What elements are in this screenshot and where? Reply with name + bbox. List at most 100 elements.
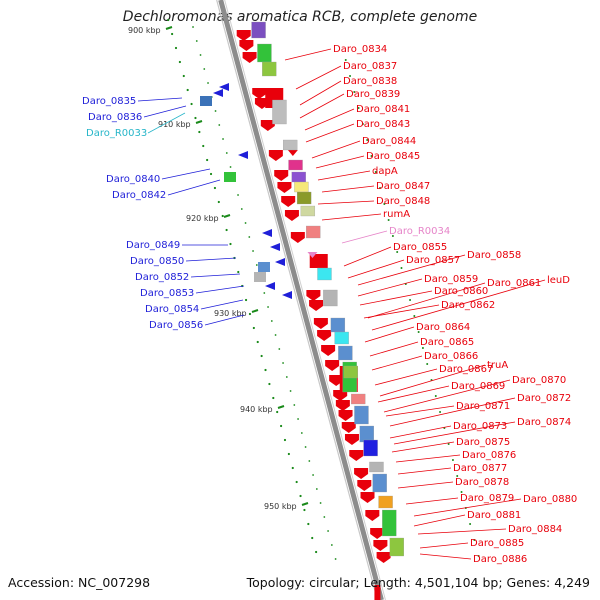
tick-dot xyxy=(344,59,347,61)
tick-dot xyxy=(229,242,232,246)
tick-dot xyxy=(319,502,322,504)
label-leader xyxy=(359,290,433,306)
gene-block xyxy=(317,267,332,281)
label-leader xyxy=(393,421,516,445)
tick-dot xyxy=(186,88,189,92)
tick-dot xyxy=(171,32,174,36)
label-leader xyxy=(397,467,452,475)
tick-dot xyxy=(285,376,288,378)
tick-dot xyxy=(379,187,382,189)
label-leader xyxy=(389,397,516,427)
label-leader xyxy=(395,454,461,463)
forward-gene-arrow xyxy=(239,40,254,51)
gene-block xyxy=(369,461,384,473)
scale-label: 920 kbp xyxy=(186,214,219,223)
forward-gene-arrow xyxy=(360,492,375,503)
label-leader xyxy=(341,230,388,244)
tick-dot xyxy=(439,411,442,413)
label-leader xyxy=(321,213,382,221)
gene-label-left: Daro_0842 xyxy=(112,190,166,201)
tick-dot xyxy=(178,60,181,64)
tick-dot xyxy=(357,107,360,109)
gene-label-right: Daro_0845 xyxy=(366,151,420,162)
tick-dot xyxy=(426,363,429,365)
backbone-edge xyxy=(216,0,379,600)
gene-block xyxy=(300,205,316,217)
scale-tick xyxy=(301,502,309,506)
tick-dot xyxy=(192,26,194,28)
tick-dot xyxy=(366,139,369,141)
gene-block xyxy=(283,139,298,151)
forward-gene-block xyxy=(309,254,328,268)
tick-dot xyxy=(370,155,373,157)
gene-label-right: dapA xyxy=(372,166,398,177)
tick-dot xyxy=(303,508,306,512)
tick-dot xyxy=(229,166,232,168)
gene-label-right: Daro_0841 xyxy=(356,104,410,115)
gene-label-right: truA xyxy=(487,360,508,371)
gene-label-right: Daro_0859 xyxy=(424,274,478,285)
tick-dot xyxy=(334,558,337,560)
tick-dot xyxy=(244,222,247,224)
label-leader xyxy=(195,285,245,294)
gene-label-right: rumA xyxy=(383,209,410,220)
tick-dot xyxy=(477,555,480,557)
gene-label-right: leuD xyxy=(547,275,570,286)
label-leader xyxy=(317,200,375,205)
tick-dot xyxy=(248,236,251,238)
gene-label-right: Daro_0873 xyxy=(453,421,507,432)
label-leader xyxy=(284,48,332,61)
rna-feature xyxy=(307,252,318,258)
gene-label-right: Daro_0880 xyxy=(523,494,577,505)
label-leader xyxy=(357,278,423,297)
gene-block xyxy=(372,473,387,493)
label-leader xyxy=(417,528,507,535)
forward-gene-arrow xyxy=(321,345,336,356)
label-leader xyxy=(315,155,365,169)
forward-gene-arrow xyxy=(274,170,289,181)
label-leader xyxy=(369,341,419,357)
forward-gene-arrow xyxy=(329,375,344,386)
label-leader xyxy=(167,179,221,196)
reverse-gene-block xyxy=(224,172,236,182)
tick-dot xyxy=(182,74,185,78)
tick-dot xyxy=(279,424,283,428)
gene-label-right: Daro_0838 xyxy=(343,76,397,87)
tick-dot xyxy=(409,299,412,301)
label-leader xyxy=(304,108,355,131)
gene-block xyxy=(354,405,369,425)
tick-dot xyxy=(199,54,202,56)
gene-block xyxy=(272,99,287,125)
gene-block xyxy=(257,43,272,63)
label-leader xyxy=(379,364,486,397)
reverse-gene-arrow xyxy=(282,291,292,299)
tick-dot xyxy=(272,396,275,400)
tick-dot xyxy=(349,75,352,77)
forward-gene-arrow xyxy=(357,480,372,491)
backbone-end-mark xyxy=(374,585,381,600)
tick-dot xyxy=(434,395,437,397)
gene-label-left: Daro_0854 xyxy=(145,304,199,315)
label-leader xyxy=(204,314,245,326)
gene-block xyxy=(291,171,306,183)
label-leader xyxy=(190,273,241,278)
tick-dot xyxy=(287,452,290,456)
tick-dot xyxy=(203,68,206,70)
label-leader xyxy=(389,425,452,439)
reverse-gene-arrow xyxy=(275,258,285,266)
gene-block xyxy=(382,509,397,537)
tick-dot xyxy=(304,446,307,448)
label-leader xyxy=(343,246,392,267)
tick-dot xyxy=(263,292,266,294)
tick-dot xyxy=(252,250,254,252)
tick-dot xyxy=(451,459,454,461)
reverse-gene-arrow xyxy=(262,229,272,237)
label-leader xyxy=(305,123,355,143)
tick-dot xyxy=(353,91,356,93)
label-leader xyxy=(385,405,455,417)
tick-dot xyxy=(311,536,314,540)
scale-label: 940 kbp xyxy=(240,405,273,414)
map-title: Dechloromonas aromatica RCB, complete ge… xyxy=(122,9,478,25)
tick-dot xyxy=(213,186,217,190)
gene-block xyxy=(251,21,266,39)
